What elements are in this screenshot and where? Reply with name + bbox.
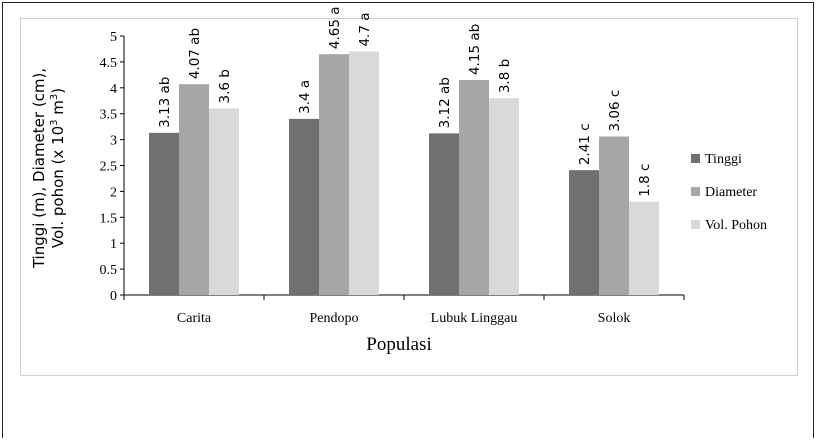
legend-label: Tinggi	[705, 152, 742, 167]
y-tick-label: 4.5	[100, 56, 118, 71]
y-tick-label: 3.5	[100, 108, 118, 123]
y-tick-label: 5	[110, 30, 117, 45]
data-label: 3.4 a	[297, 80, 313, 114]
data-label: 4.7 a	[357, 12, 373, 46]
bar	[489, 98, 519, 295]
legend: Tinggi Diameter Vol. Pohon	[691, 152, 767, 233]
bar	[599, 136, 629, 295]
y-axis: 0 0.5 1 1.5 2 2.5 3 3.5 4 4.5 5	[100, 30, 125, 304]
y-axis-title-line2: Vol. pohon (x 103 m3)	[49, 88, 67, 248]
y-axis-title: Tinggi (m), Diameter (cm), Vol. pohon (x…	[30, 68, 67, 269]
category-label: Lubuk Linggau	[431, 311, 518, 326]
bar	[149, 132, 179, 295]
legend-label: Vol. Pohon	[705, 218, 767, 233]
data-label: 3.13 ab	[157, 77, 173, 128]
y-tick-label: 1	[110, 237, 117, 252]
data-label: 4.65 a	[327, 7, 343, 50]
bar	[459, 80, 489, 295]
bar	[179, 84, 209, 295]
category-label: Carita	[177, 311, 212, 326]
legend-swatch	[691, 220, 700, 229]
bar	[629, 201, 659, 295]
category-labels: Carita Pendopo Lubuk Linggau Solok	[177, 311, 630, 326]
legend-label: Diameter	[705, 185, 757, 200]
y-tick-label: 0	[110, 289, 117, 304]
data-label: 3.6 b	[217, 69, 233, 103]
category-label: Solok	[598, 311, 631, 326]
y-tick-label: 2	[110, 185, 117, 200]
bar	[569, 170, 599, 295]
y-tick-label: 0.5	[100, 263, 118, 278]
y-tick-label: 4	[110, 82, 117, 97]
data-label: 3.12 ab	[437, 77, 453, 128]
category-label: Pendopo	[310, 311, 359, 326]
y-tick-label: 3	[110, 134, 117, 149]
data-label: 4.07 ab	[187, 28, 203, 79]
data-label: 3.06 c	[607, 90, 623, 132]
legend-swatch	[691, 187, 700, 196]
y-tick-label: 1.5	[100, 211, 118, 226]
data-label: 3.8 b	[497, 59, 513, 93]
y-axis-title-line1: Tinggi (m), Diameter (cm),	[30, 68, 48, 269]
data-label: 1.8 c	[637, 164, 653, 197]
bar	[209, 108, 239, 296]
bar	[429, 133, 459, 295]
data-label: 2.41 c	[577, 123, 593, 165]
bars	[149, 51, 659, 296]
legend-swatch	[691, 154, 700, 163]
data-label: 4.15 ab	[467, 24, 483, 75]
y-tick-label: 2.5	[100, 160, 118, 175]
bar	[319, 54, 349, 295]
bar	[289, 118, 319, 295]
data-labels: 3.13 ab 3.4 a 3.12 ab 2.41 c 4.07 ab 4.65 a 4.…	[157, 7, 653, 197]
bar	[349, 51, 379, 295]
x-axis-title: Populasi	[366, 334, 431, 355]
x-axis	[123, 294, 685, 300]
